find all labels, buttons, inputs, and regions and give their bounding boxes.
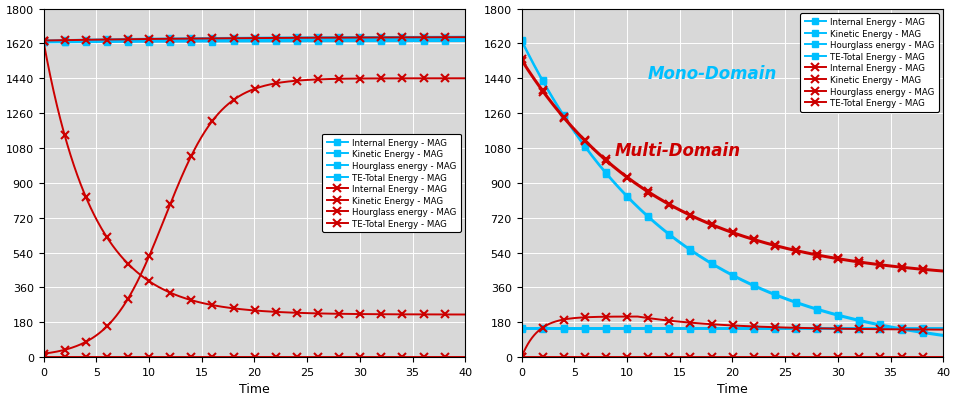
Text: Mono-Domain: Mono-Domain xyxy=(648,65,777,83)
Legend: Internal Energy - MAG, Kinetic Energy - MAG, Hourglass energy - MAG, TE-Total En: Internal Energy - MAG, Kinetic Energy - … xyxy=(322,134,461,233)
Text: Multi-Domain: Multi-Domain xyxy=(615,142,741,160)
X-axis label: Time: Time xyxy=(239,383,270,395)
Legend: Internal Energy - MAG, Kinetic Energy - MAG, Hourglass energy - MAG, TE-Total En: Internal Energy - MAG, Kinetic Energy - … xyxy=(800,14,939,112)
X-axis label: Time: Time xyxy=(717,383,748,395)
